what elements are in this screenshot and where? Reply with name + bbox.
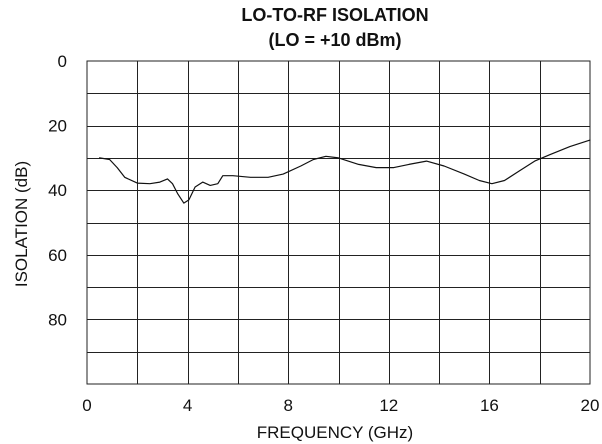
plot-frame — [86, 60, 591, 385]
y-tick-label: 60 — [48, 246, 67, 265]
y-axis-label: ISOLATION (dB) — [12, 161, 31, 287]
y-tick-labels: 0 20 40 60 80 — [48, 52, 67, 329]
x-tick-label: 0 — [82, 396, 91, 415]
chart-subtitle: (LO = +10 dBm) — [268, 30, 401, 50]
y-tick-label: 80 — [48, 310, 67, 329]
x-tick-label: 12 — [379, 396, 398, 415]
x-tick-label: 8 — [283, 396, 292, 415]
x-tick-labels: 0 4 8 12 16 20 — [82, 396, 599, 415]
isolation-series-line — [98, 139, 591, 204]
x-tick-label: 20 — [581, 396, 600, 415]
x-axis-label: FREQUENCY (GHz) — [257, 423, 413, 442]
x-tick-label: 16 — [480, 396, 499, 415]
y-tick-label: 40 — [48, 181, 67, 200]
gridlines — [87, 61, 590, 384]
series-layer — [98, 139, 591, 204]
x-tick-label: 4 — [183, 396, 192, 415]
y-tick-label: 0 — [58, 52, 67, 71]
y-tick-label: 20 — [48, 117, 67, 136]
chart-title: LO-TO-RF ISOLATION — [241, 5, 428, 25]
